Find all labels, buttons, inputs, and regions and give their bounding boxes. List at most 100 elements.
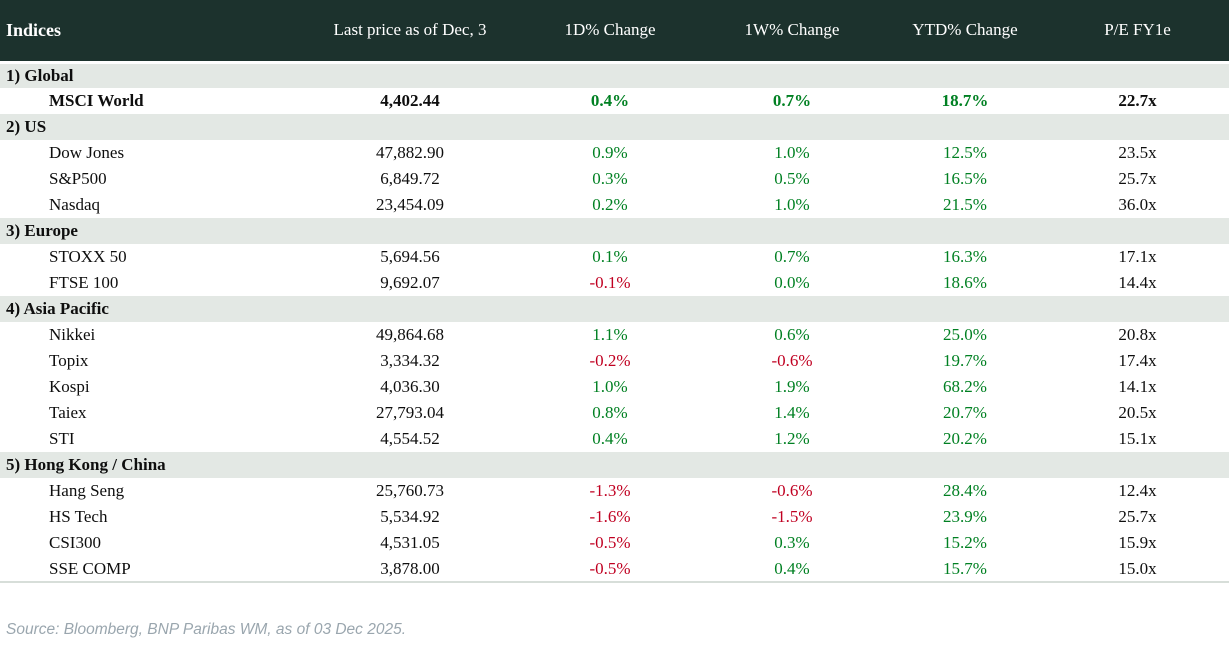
column-header-last-price: Last price as of Dec, 3 (333, 20, 487, 40)
last-price-cell: 4,554.52 (380, 429, 440, 448)
last-price-cell: 49,864.68 (376, 325, 444, 344)
last-price-cell: 3,334.32 (380, 351, 440, 370)
last-price-cell: 47,882.90 (376, 143, 444, 162)
pe-fy1e-cell: 15.0x (1118, 558, 1157, 578)
change-1d-cell: 0.4% (590, 91, 630, 110)
last-price-cell: 4,531.05 (380, 533, 440, 552)
change-1d-cell: 0.8% (592, 403, 628, 422)
change-ytd-cell: 19.7% (943, 351, 987, 370)
column-header-ytd-change: YTD% Change (912, 20, 1018, 40)
change-ytd-cell: 25.0% (943, 325, 987, 344)
table-row: Nasdaq 23,454.09 0.2% 1.0% 21.5% 36.0x (0, 192, 1229, 218)
change-1w-cell: 0.5% (774, 169, 810, 188)
last-price-cell: 25,760.73 (376, 481, 444, 500)
change-ytd-cell: 15.2% (943, 533, 987, 552)
index-name: Hang Seng (49, 481, 125, 500)
change-1w-cell: 1.2% (774, 429, 810, 448)
table-row: CSI300 4,531.05 -0.5% 0.3% 15.2% 15.9x (0, 530, 1229, 556)
last-price-cell: 27,793.04 (376, 403, 444, 422)
change-ytd-cell: 20.2% (943, 429, 987, 448)
change-1w-cell: 0.7% (772, 91, 812, 110)
change-1w-cell: 1.4% (774, 403, 810, 422)
table-row: MSCI World 4,402.44 0.4% 0.7% 18.7% 22.7x (0, 88, 1229, 114)
change-1w-cell: 1.9% (774, 377, 810, 396)
table-row: Hang Seng 25,760.73 -1.3% -0.6% 28.4% 12.4x (0, 478, 1229, 504)
index-name: MSCI World (49, 91, 144, 110)
section-row: 4) Asia Pacific (0, 296, 1229, 322)
change-1d-cell: 1.1% (592, 325, 628, 344)
change-1w-cell: 0.7% (774, 247, 810, 266)
index-name: SSE COMP (49, 558, 131, 578)
index-name: Topix (49, 351, 89, 370)
change-1d-cell: -0.2% (589, 351, 631, 370)
section-row: 1) Global (0, 62, 1229, 88)
change-1w-cell: 0.0% (774, 273, 810, 292)
section-label: 5) Hong Kong / China (6, 455, 166, 474)
change-ytd-cell: 15.7% (943, 558, 987, 578)
section-label: 2) US (6, 117, 47, 136)
index-name: S&P500 (49, 169, 107, 188)
section-label: 3) Europe (6, 221, 78, 240)
table-header: Indices Last price as of Dec, 3 1D% Chan… (0, 0, 1229, 62)
pe-fy1e-cell: 25.7x (1118, 169, 1157, 188)
index-name: FTSE 100 (49, 273, 119, 292)
change-ytd-cell: 18.7% (941, 91, 989, 110)
pe-fy1e-cell: 23.5x (1118, 143, 1157, 162)
index-name: Taiex (49, 403, 87, 422)
change-1d-cell: 0.2% (592, 195, 628, 214)
change-1d-cell: 1.0% (592, 377, 628, 396)
pe-fy1e-cell: 14.4x (1118, 273, 1157, 292)
table-row: S&P500 6,849.72 0.3% 0.5% 16.5% 25.7x (0, 166, 1229, 192)
change-1d-cell: -1.3% (589, 481, 631, 500)
change-1w-cell: 1.0% (774, 195, 810, 214)
change-1w-cell: -0.6% (771, 351, 813, 370)
last-price-cell: 5,534.92 (380, 507, 440, 526)
table-row: SSE COMP 3,878.00 -0.5% 0.4% 15.7% 15.0x (0, 556, 1229, 582)
section-row: 2) US (0, 114, 1229, 140)
change-1w-cell: 1.0% (774, 143, 810, 162)
change-1d-cell: 0.3% (592, 169, 628, 188)
change-1w-cell: -1.5% (771, 507, 813, 526)
change-1d-cell: -1.6% (589, 507, 631, 526)
last-price-cell: 4,036.30 (380, 377, 440, 396)
index-name: Nasdaq (49, 195, 100, 214)
last-price-cell: 23,454.09 (376, 195, 444, 214)
pe-fy1e-cell: 36.0x (1118, 195, 1157, 214)
change-ytd-cell: 16.5% (943, 169, 987, 188)
pe-fy1e-cell: 20.8x (1118, 325, 1157, 344)
last-price-cell: 5,694.56 (380, 247, 440, 266)
change-ytd-cell: 23.9% (943, 507, 987, 526)
change-ytd-cell: 16.3% (943, 247, 987, 266)
change-1d-cell: 0.4% (592, 429, 628, 448)
table-row: STOXX 50 5,694.56 0.1% 0.7% 16.3% 17.1x (0, 244, 1229, 270)
change-ytd-cell: 21.5% (943, 195, 987, 214)
table-row: Nikkei 49,864.68 1.1% 0.6% 25.0% 20.8x (0, 322, 1229, 348)
pe-fy1e-cell: 20.5x (1118, 403, 1157, 422)
pe-fy1e-cell: 25.7x (1118, 507, 1157, 526)
change-ytd-cell: 68.2% (943, 377, 987, 396)
change-1d-cell: -0.5% (589, 533, 631, 552)
change-1d-cell: 0.9% (592, 143, 628, 162)
change-1d-cell: 0.1% (592, 247, 628, 266)
last-price-cell: 9,692.07 (380, 273, 440, 292)
source-note: Source: Bloomberg, BNP Paribas WM, as of… (6, 621, 407, 638)
column-header-indices: Indices (6, 19, 62, 40)
change-1w-cell: -0.6% (771, 481, 813, 500)
last-price-cell: 6,849.72 (380, 169, 440, 188)
change-1d-cell: -0.1% (589, 273, 631, 292)
index-name: Dow Jones (49, 143, 125, 162)
pe-fy1e-cell: 17.1x (1118, 247, 1157, 266)
column-header-1w-change: 1W% Change (744, 20, 840, 40)
change-1w-cell: 0.6% (774, 325, 810, 344)
change-ytd-cell: 20.7% (943, 403, 987, 422)
table-row: FTSE 100 9,692.07 -0.1% 0.0% 18.6% 14.4x (0, 270, 1229, 296)
pe-fy1e-cell: 15.1x (1118, 429, 1157, 448)
section-row: 5) Hong Kong / China (0, 452, 1229, 478)
table-row: Topix 3,334.32 -0.2% -0.6% 19.7% 17.4x (0, 348, 1229, 374)
index-name: STI (49, 429, 75, 448)
indices-table: Indices Last price as of Dec, 3 1D% Chan… (0, 0, 1229, 583)
section-row: 3) Europe (0, 218, 1229, 244)
index-name: Kospi (49, 377, 90, 396)
index-name: CSI300 (49, 533, 101, 552)
pe-fy1e-cell: 15.9x (1118, 533, 1157, 552)
